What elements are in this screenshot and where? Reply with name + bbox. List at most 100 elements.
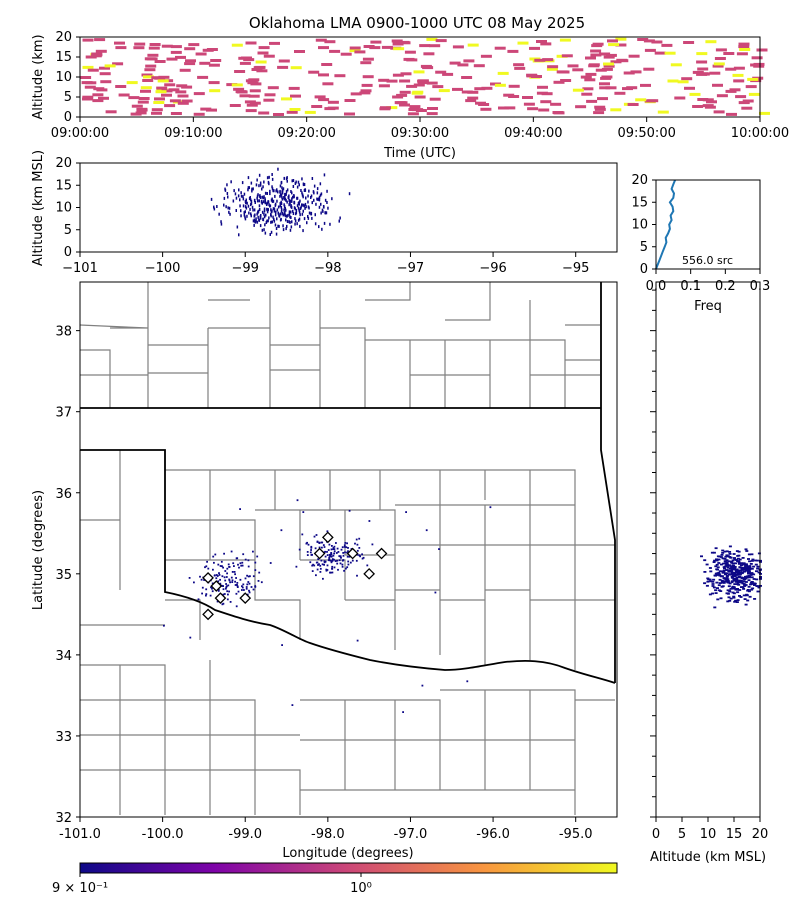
lon-alt-point — [243, 192, 246, 196]
lon-alt-point — [287, 213, 289, 217]
alt-lat-point — [746, 599, 750, 602]
alt-lat-point — [750, 553, 754, 556]
plan-view-point — [197, 598, 200, 601]
alt-lat-point — [741, 586, 745, 588]
plan-view-points — [163, 499, 492, 713]
time-height-cell — [91, 52, 103, 56]
plan-view-point — [361, 557, 364, 560]
plan-view-point — [229, 601, 232, 603]
plan-view-point — [216, 600, 219, 603]
alt-lat-point — [750, 588, 754, 591]
lon-alt-point — [279, 194, 281, 198]
lon-alt-point — [258, 218, 261, 222]
time-height-cell — [702, 98, 714, 102]
plan-view-point — [324, 550, 326, 553]
alt-lat-point — [718, 578, 722, 581]
lon-alt-point — [271, 185, 273, 189]
alt-lat-point — [737, 563, 741, 565]
lon-alt-point — [295, 180, 297, 184]
alt-lat-xtick-label: 0 — [652, 827, 660, 842]
alt-lat-point — [723, 560, 727, 562]
plan-view-point — [225, 586, 228, 589]
time-height-cell — [344, 99, 356, 102]
plan-view-point — [330, 548, 333, 551]
lon-alt-point — [325, 211, 328, 215]
plan-view-point — [343, 546, 346, 548]
plan-view-point — [341, 565, 344, 568]
lon-alt-point — [292, 212, 295, 215]
alt-lat-point — [746, 589, 750, 592]
time-height-cell — [386, 106, 398, 110]
county-boundaries — [79, 282, 615, 815]
lon-alt-point — [270, 198, 273, 202]
plan-view-point — [227, 584, 230, 587]
time-height-cell — [168, 88, 180, 92]
lon-alt-xtick-label: −95 — [562, 261, 589, 276]
alt-lat-point — [706, 577, 710, 580]
lon-alt-point — [247, 176, 250, 180]
time-height-cell — [350, 92, 362, 96]
alt-lat-point — [736, 581, 740, 584]
lon-alt-point — [296, 204, 299, 208]
lon-alt-point — [316, 187, 319, 191]
time-height-ytick-label: 0 — [64, 110, 72, 125]
plan-view-point — [254, 585, 257, 587]
plan-view-point — [254, 569, 257, 571]
lon-alt-point — [266, 208, 269, 212]
time-height-cell — [610, 108, 622, 112]
time-height-cell — [591, 44, 603, 48]
lon-alt-point — [251, 187, 253, 191]
plan-view-point — [317, 558, 320, 560]
alt-lat-point — [723, 577, 727, 580]
time-height-cell — [248, 78, 260, 82]
plan-view-point — [241, 585, 243, 588]
alt-lat-point — [711, 585, 715, 587]
alt-lat-point — [729, 597, 733, 600]
time-height-cell — [716, 94, 728, 98]
lon-alt-point — [319, 193, 322, 197]
time-height-cell — [361, 83, 373, 87]
plan-view-point — [242, 583, 245, 586]
alt-lat-point — [713, 606, 717, 609]
alt-lat-point — [742, 588, 746, 590]
plan-view-point — [333, 552, 335, 555]
lon-alt-point — [242, 195, 244, 199]
alt-lat-point — [736, 557, 740, 560]
plan-view-ytick-label: 34 — [55, 649, 72, 664]
alt-lat-xtick-label: 20 — [752, 827, 769, 842]
lon-alt-point — [283, 205, 286, 209]
plan-view-point — [346, 551, 348, 554]
time-height-cell — [429, 44, 441, 48]
time-height-cell — [177, 101, 189, 105]
time-height-cell — [657, 110, 669, 114]
lon-alt-point — [288, 210, 291, 214]
lon-alt-point — [331, 197, 333, 201]
plan-view-point — [242, 553, 245, 556]
plan-view-point — [260, 581, 263, 584]
lon-alt-point — [262, 200, 265, 204]
lon-alt-point — [311, 216, 313, 220]
time-height-cell — [640, 83, 651, 87]
time-height-cell — [538, 108, 550, 112]
lon-alt-point — [284, 207, 286, 211]
alt-lat-point — [713, 559, 717, 562]
time-height-panel: Altitude (km) Time (UTC) 0 5 10 15 20 09:00:… — [31, 30, 789, 161]
alt-lat-point — [735, 583, 739, 586]
lon-alt-point — [283, 176, 285, 180]
time-height-cell — [605, 53, 617, 57]
alt-lat-xticks: 0 5 10 15 20 — [652, 817, 768, 842]
alt-lat-point — [736, 591, 740, 594]
plan-view-point — [230, 550, 233, 553]
time-height-cell — [529, 46, 540, 50]
lon-alt-point — [270, 210, 273, 214]
plan-view-point — [234, 573, 236, 576]
plan-view-point — [321, 563, 324, 566]
lon-alt-point — [290, 210, 292, 214]
alt-lat-point — [742, 567, 746, 569]
time-height-cell — [258, 111, 270, 115]
time-height-cell — [508, 95, 520, 98]
lon-alt-point — [319, 182, 322, 186]
lon-alt-point — [271, 220, 273, 224]
plan-view-point — [231, 581, 234, 583]
alt-lat-point — [730, 568, 734, 571]
